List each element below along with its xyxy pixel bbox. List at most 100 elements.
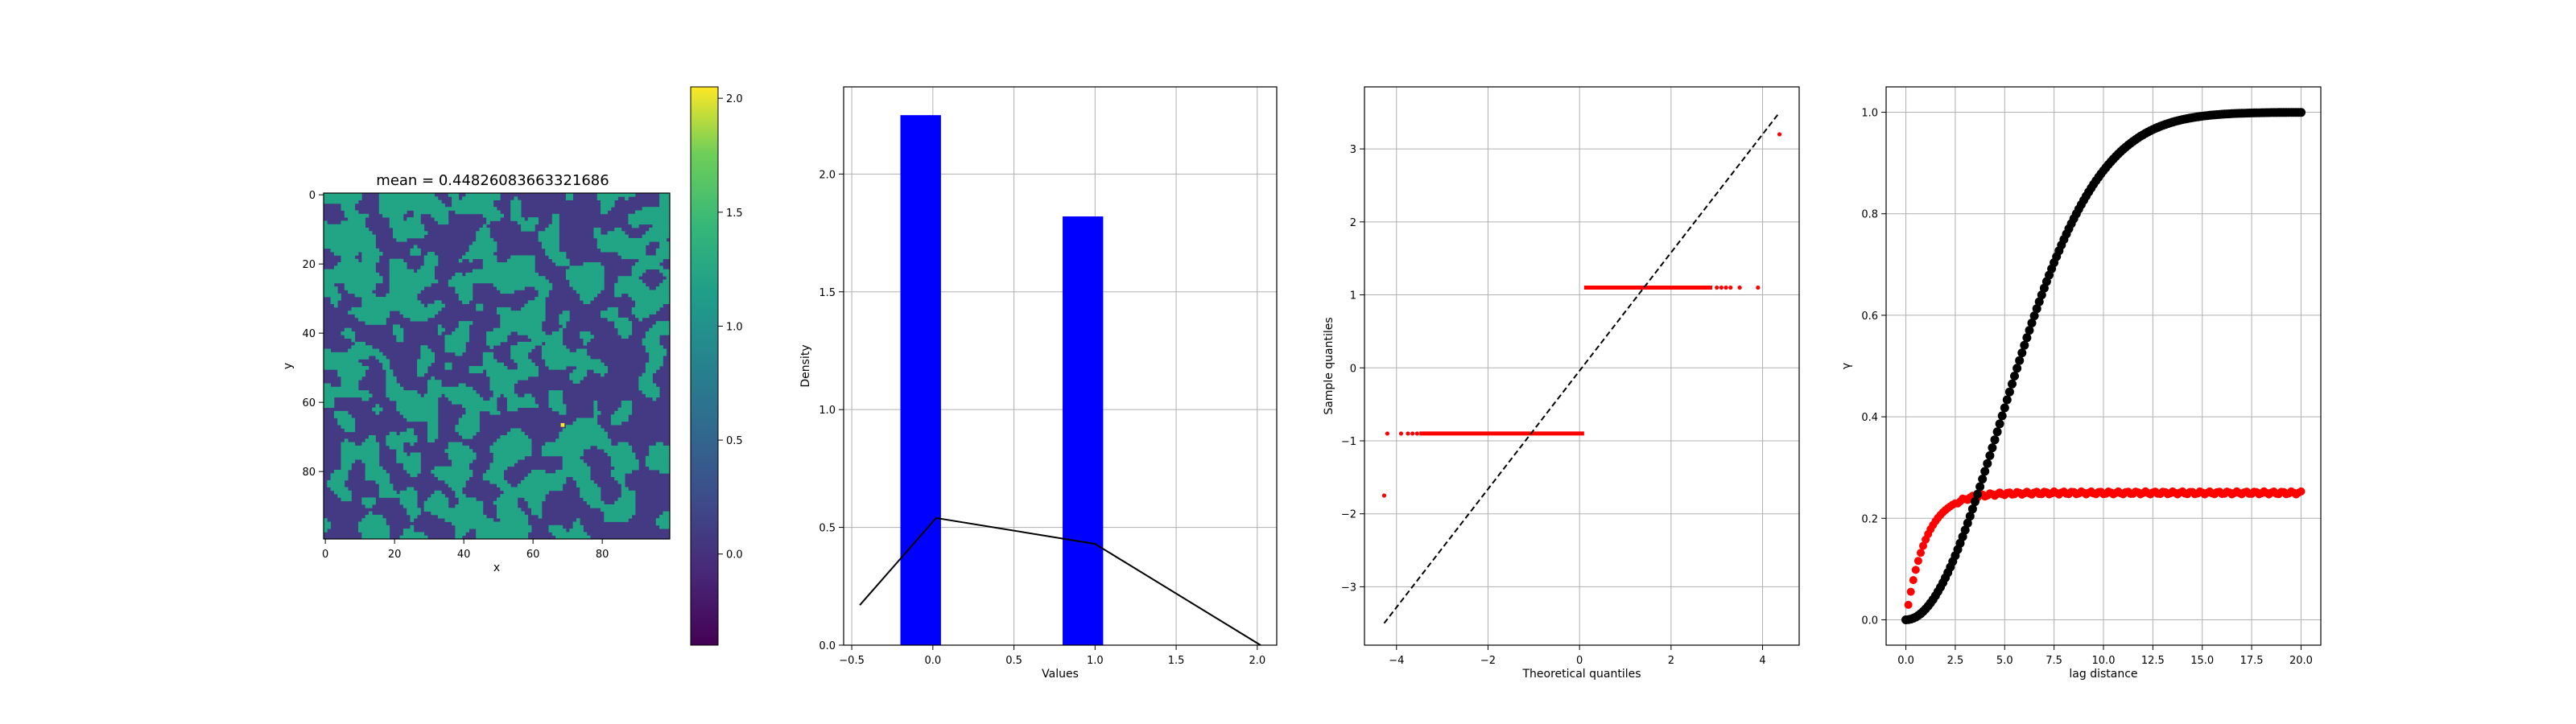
heatmap-cell	[497, 213, 501, 218]
heatmap-cell	[562, 466, 567, 471]
heatmap-cell	[559, 262, 564, 266]
heatmap-cell	[625, 442, 629, 446]
heatmap-cell	[517, 508, 522, 512]
heatmap-cell	[638, 306, 642, 311]
heatmap-cell	[621, 518, 625, 522]
heatmap-cell	[417, 234, 421, 239]
heatmap-cell	[375, 479, 380, 484]
heatmap-cell	[631, 269, 636, 274]
heatmap-cell	[455, 272, 460, 277]
heatmap-cell	[607, 196, 612, 200]
heatmap-cell	[551, 445, 556, 450]
heatmap-cell	[517, 442, 522, 446]
heatmap-cell	[538, 341, 543, 346]
heatmap-cell	[462, 418, 466, 422]
heatmap-cell	[625, 410, 629, 415]
heatmap-cell	[344, 390, 349, 394]
heatmap-cell	[638, 213, 642, 218]
heatmap-cell	[597, 369, 601, 373]
heatmap-cell	[604, 237, 608, 242]
heatmap-cell	[541, 300, 546, 304]
heatmap-cell	[372, 463, 376, 467]
heatmap-cell	[628, 193, 633, 197]
heatmap-cell	[535, 404, 539, 408]
heatmap-cell	[545, 245, 549, 249]
heatmap-cell	[652, 217, 657, 221]
heatmap-cell	[393, 224, 397, 228]
heatmap-cell	[586, 476, 591, 481]
heatmap-cell	[531, 272, 535, 277]
heatmap-cell	[642, 303, 646, 308]
heatmap-cell	[555, 335, 559, 339]
heatmap-cell	[503, 452, 508, 457]
histogram-bar	[1063, 216, 1104, 646]
heatmap-cell	[410, 470, 415, 474]
heatmap-cell	[500, 327, 504, 332]
heatmap-cell	[410, 500, 415, 505]
heatmap-cell	[462, 414, 466, 418]
heatmap-cell	[583, 532, 588, 537]
heatmap-cell	[593, 366, 598, 370]
heatmap-cell	[497, 524, 501, 529]
variogram-point-black	[2022, 333, 2032, 343]
heatmap-cell	[517, 529, 522, 533]
heatmap-cell	[655, 331, 660, 335]
heatmap-cell	[417, 366, 421, 370]
heatmap-cell	[348, 362, 352, 367]
heatmap-cell	[337, 372, 341, 377]
heatmap-cell	[465, 435, 469, 439]
heatmap-cell	[324, 245, 328, 249]
heatmap-cell	[324, 237, 328, 242]
heatmap-cell	[469, 207, 473, 211]
heatmap-cell	[535, 476, 539, 481]
heatmap-cell	[625, 234, 629, 239]
heatmap-cell	[510, 262, 514, 266]
heatmap-cell	[465, 282, 469, 287]
heatmap-cell	[580, 524, 584, 529]
heatmap-cell	[337, 421, 341, 426]
heatmap-cell	[527, 314, 532, 319]
heatmap-cell	[413, 459, 418, 463]
heatmap-cell	[482, 193, 487, 197]
heatmap-cell	[431, 497, 435, 502]
variogram-x-tick-label: 7.5	[2046, 655, 2062, 667]
heatmap-cell	[493, 248, 497, 253]
heatmap-cell	[593, 262, 598, 266]
heatmap-cell	[423, 265, 428, 269]
heatmap-cell	[399, 452, 404, 457]
heatmap-cell	[538, 500, 543, 505]
heatmap-cell	[555, 252, 559, 256]
heatmap-cell	[437, 203, 442, 208]
heatmap-cell	[610, 421, 615, 426]
heatmap-cell	[482, 203, 487, 208]
heatmap-cell	[614, 473, 618, 477]
heatmap-cell	[358, 369, 362, 373]
heatmap-cell	[327, 196, 331, 200]
heatmap-cell	[344, 203, 349, 208]
heatmap-cell	[506, 463, 511, 467]
heatmap-cell	[597, 497, 601, 502]
heatmap-cell	[548, 335, 553, 339]
heatmap-cell	[489, 245, 494, 249]
heatmap-cell	[341, 425, 345, 429]
heatmap-cell	[344, 231, 349, 235]
heatmap-cell	[531, 345, 535, 349]
heatmap-cell	[476, 504, 480, 508]
heatmap-cell	[517, 321, 522, 325]
heatmap-cell	[372, 514, 376, 519]
heatmap-cell	[423, 306, 428, 311]
heatmap-cell	[375, 442, 380, 446]
heatmap-cell	[649, 362, 653, 367]
heatmap-cell	[462, 200, 466, 204]
heatmap-cell	[341, 241, 345, 245]
heatmap-cell	[382, 483, 386, 487]
heatmap-cell	[489, 383, 494, 388]
heatmap-cell	[399, 279, 404, 284]
heatmap-cell	[569, 438, 573, 442]
heatmap-cell	[469, 321, 473, 325]
heatmap-cell	[503, 466, 508, 471]
heatmap-cell	[535, 324, 539, 329]
heatmap-cell	[452, 276, 456, 280]
heatmap-cell	[572, 438, 577, 442]
heatmap-cell	[417, 290, 421, 294]
